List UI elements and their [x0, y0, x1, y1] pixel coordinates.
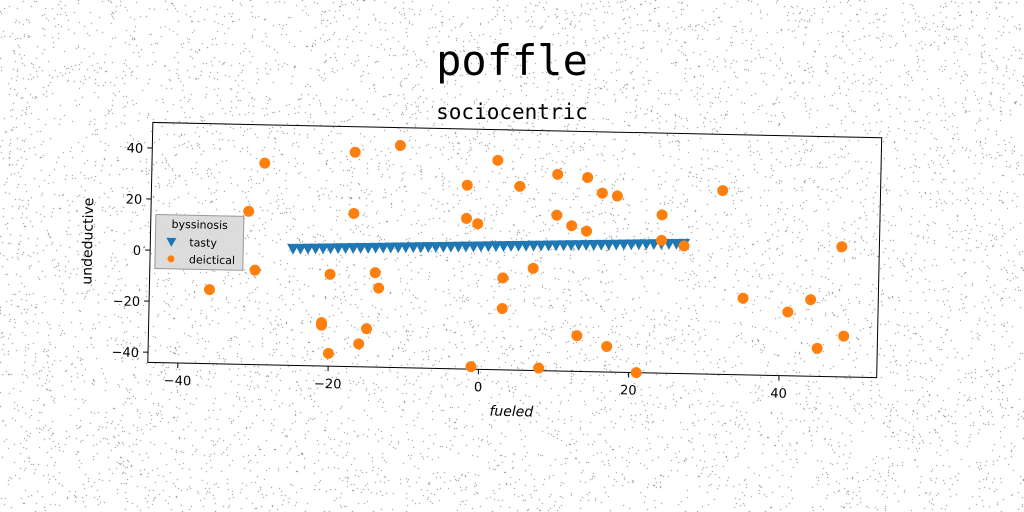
data-point-deictical [462, 180, 473, 191]
data-point-deictical [348, 208, 359, 219]
data-point-deictical [461, 213, 472, 224]
y-tick-label: 0 [133, 244, 142, 259]
data-point-deictical [492, 155, 503, 166]
plot-frame [148, 122, 882, 377]
series-tasty [287, 231, 690, 264]
y-tick-label: −40 [111, 345, 139, 361]
data-point-deictical [805, 294, 816, 305]
data-point-deictical [370, 267, 381, 278]
x-tick-label: 20 [620, 383, 637, 398]
data-point-deictical [782, 306, 793, 317]
x-tick-label: −20 [314, 377, 342, 393]
data-point-deictical [717, 185, 728, 196]
data-point-deictical [551, 210, 562, 221]
data-point-deictical [373, 282, 384, 293]
series-deictical [202, 136, 853, 383]
x-axis-label: fueled [489, 404, 533, 421]
data-point-deictical [571, 330, 582, 341]
data-point-deictical [582, 172, 593, 183]
legend-label-deictical: deictical [189, 253, 235, 267]
data-point-deictical [514, 181, 525, 192]
data-point-deictical [533, 362, 544, 373]
legend-title: byssinosis [171, 218, 228, 232]
data-point-deictical [836, 241, 847, 252]
data-point-deictical [465, 361, 476, 372]
data-point-deictical [323, 348, 334, 359]
x-tick-label: −40 [164, 374, 192, 390]
legend-label-tasty: tasty [189, 236, 217, 250]
y-axis: −40 −20 0 20 40 [111, 141, 152, 361]
data-point-deictical [249, 265, 260, 276]
x-tick-label: 40 [770, 386, 787, 401]
data-point-deictical [472, 218, 483, 229]
y-tick-label: 40 [127, 141, 144, 156]
data-point-deictical [497, 303, 508, 314]
data-point-deictical [581, 226, 592, 237]
data-point-deictical [812, 343, 823, 354]
data-point-deictical [243, 206, 254, 217]
data-point-deictical [497, 272, 508, 283]
chart-plot-group: −40 −20 0 20 40 −40 −20 0 20 40 fueled undeducti… [77, 121, 882, 428]
data-point-deictical [204, 284, 215, 295]
data-point-deictical [566, 220, 577, 231]
data-point-deictical [601, 341, 612, 352]
data-point-deictical [838, 330, 849, 341]
data-point-deictical [597, 188, 608, 199]
data-point-deictical [552, 169, 563, 180]
y-tick-label: −20 [112, 294, 140, 310]
data-point-deictical [631, 367, 642, 378]
y-tick-label: 20 [126, 192, 143, 207]
data-point-deictical [353, 338, 364, 349]
data-point-deictical [361, 323, 372, 334]
data-point-deictical [395, 140, 406, 151]
data-point-deictical [737, 293, 748, 304]
legend: byssinosis tasty deictical [155, 215, 244, 271]
x-tick-label: 0 [474, 380, 483, 395]
data-point-deictical [350, 147, 361, 158]
data-point-deictical [259, 157, 270, 168]
y-axis-label: undeductive [79, 197, 97, 284]
data-point-deictical [324, 269, 335, 280]
data-point-deictical [528, 263, 539, 274]
data-point-deictical [612, 190, 623, 201]
data-point-deictical [656, 209, 667, 220]
data-point-deictical [656, 235, 667, 246]
